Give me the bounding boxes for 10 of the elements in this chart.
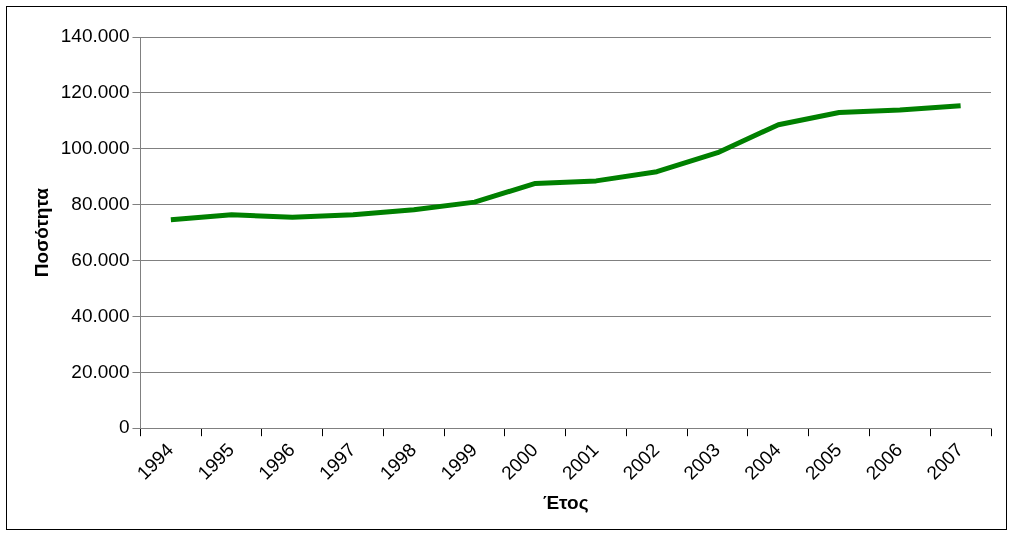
y-tick-label: 100.000 <box>60 137 130 158</box>
y-axis-title: Ποσότητα <box>30 187 52 278</box>
y-tick-label: 60.000 <box>71 248 130 270</box>
y-tick-label: 140.000 <box>60 25 130 47</box>
y-tick-label: 20.000 <box>71 360 130 382</box>
y-tick-label: 80.000 <box>71 192 130 214</box>
y-tick-label: 120.000 <box>60 81 130 103</box>
y-tick-label: 40.000 <box>71 304 130 326</box>
x-axis-title: Έτος <box>542 491 589 513</box>
y-tick-label: 0 <box>118 416 130 438</box>
